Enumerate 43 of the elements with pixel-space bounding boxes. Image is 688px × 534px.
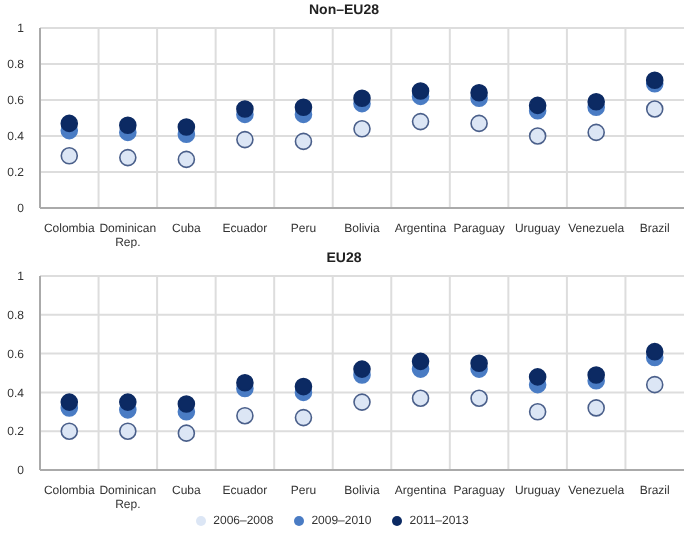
point [470, 389, 488, 408]
point [645, 100, 664, 118]
point [177, 424, 196, 442]
point [353, 120, 371, 138]
point [294, 132, 313, 151]
point [587, 123, 605, 142]
point [60, 422, 79, 440]
point [236, 100, 254, 118]
point [528, 127, 547, 145]
point [294, 377, 313, 396]
point [236, 406, 254, 425]
point [236, 373, 254, 392]
point [645, 375, 664, 394]
point [528, 403, 547, 421]
point [411, 82, 430, 100]
point [177, 150, 196, 169]
point [119, 116, 137, 134]
point [645, 342, 664, 361]
point [587, 399, 605, 417]
point [587, 93, 605, 111]
point [119, 148, 137, 167]
point [60, 393, 79, 411]
point [528, 368, 547, 386]
point [60, 114, 79, 133]
point [177, 395, 196, 413]
point [119, 422, 137, 440]
point [294, 408, 313, 427]
point [411, 352, 430, 371]
point [353, 89, 371, 107]
point [60, 147, 79, 165]
point [177, 118, 196, 136]
point [470, 354, 488, 373]
point [470, 114, 488, 133]
point [587, 366, 605, 384]
point [236, 130, 254, 149]
point [411, 112, 430, 131]
point [411, 389, 430, 408]
point [470, 84, 488, 102]
point [353, 393, 371, 411]
point [528, 96, 547, 115]
point [294, 98, 313, 116]
point [119, 393, 137, 411]
point [353, 360, 371, 378]
